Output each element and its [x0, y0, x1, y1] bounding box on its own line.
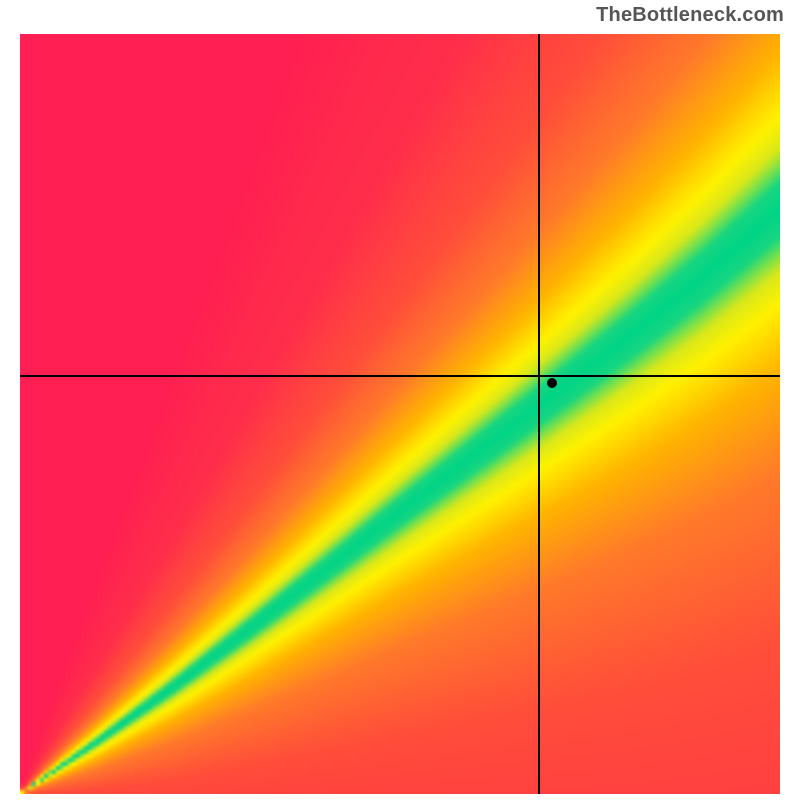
watermark-text: TheBottleneck.com: [596, 4, 784, 27]
heatmap-canvas: [20, 34, 780, 794]
heatmap-plot: [20, 34, 780, 794]
crosshair-horizontal: [20, 375, 780, 376]
crosshair-vertical: [538, 34, 539, 794]
chart-container: { "watermark": { "text": "TheBottleneck.…: [0, 0, 800, 800]
data-point-marker: [547, 378, 557, 388]
